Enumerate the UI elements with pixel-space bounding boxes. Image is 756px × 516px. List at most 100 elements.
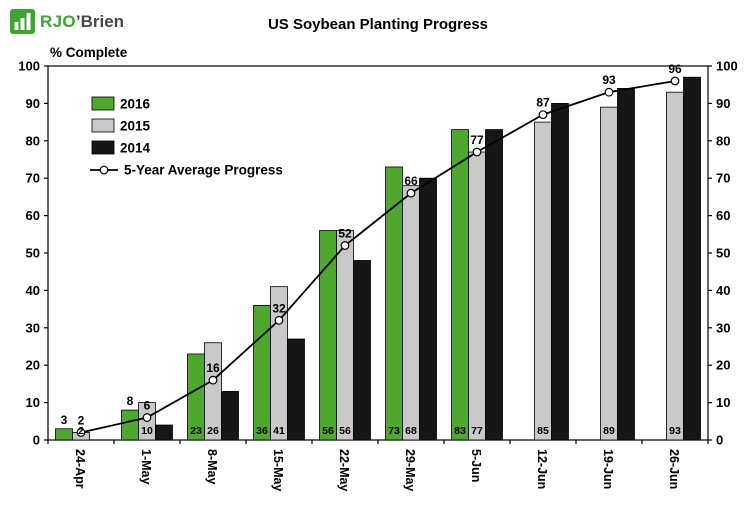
y-tick-label-right: 30 — [716, 320, 730, 335]
y-tick-label-right: 20 — [716, 358, 730, 373]
line-label-5-Jun: 77 — [470, 133, 484, 147]
x-category-label: 1-May — [139, 449, 153, 484]
line-marker-15-May — [274, 315, 284, 325]
bar-2016-1-May — [121, 409, 139, 441]
base-label-2016-5-Jun: 83 — [454, 425, 466, 437]
rjobrien-logo: RJO ’Brien — [10, 9, 124, 34]
y-tick-label-left: 70 — [26, 171, 40, 186]
five-year-average-line — [80, 80, 676, 434]
line-marker-12-Jun — [538, 110, 548, 120]
bar-2014-1-May — [155, 424, 173, 441]
y-tick-label-right: 50 — [716, 246, 730, 261]
legend-line-marker — [99, 165, 109, 175]
y-axis-title: % Complete — [50, 45, 128, 60]
y-tick-label-left: 30 — [26, 320, 40, 335]
y-tick-label-left: 50 — [26, 246, 40, 261]
y-tick-label-left: 10 — [26, 395, 40, 410]
bar-2016-15-May — [253, 304, 271, 441]
bar-2014-5-Jun — [485, 129, 503, 441]
y-tick-label-left: 100 — [18, 59, 40, 74]
x-category-label: 29-May — [403, 449, 417, 491]
y-tick-label-right: 60 — [716, 208, 730, 223]
y-tick-label-right: 80 — [716, 133, 730, 148]
y-tick-label-right: 10 — [716, 395, 730, 410]
y-tick-label-right: 0 — [716, 433, 723, 448]
y-tick-label-left: 40 — [26, 283, 40, 298]
bar-2016-22-May — [319, 230, 337, 441]
line-label-24-Apr: 2 — [78, 414, 85, 428]
x-category-label: 15-May — [271, 449, 285, 491]
rjobrien-logo-icon — [10, 9, 35, 34]
x-category-label: 22-May — [337, 449, 351, 491]
line-label-1-May: 6 — [144, 399, 151, 413]
bar-2015-19-Jun — [600, 106, 618, 441]
line-label-15-May: 32 — [272, 301, 286, 315]
legend-swatch-2015 — [91, 118, 115, 133]
bar-2014-15-May — [287, 338, 305, 441]
line-marker-1-May — [142, 413, 152, 422]
base-label-2015-22-May: 56 — [339, 425, 351, 437]
logo-text-rjo: RJO — [40, 12, 76, 31]
base-label-2016-8-May: 23 — [190, 425, 202, 437]
y-tick-label-right: 70 — [716, 171, 730, 186]
line-marker-22-May — [340, 241, 350, 250]
y-tick-label-left: 60 — [26, 208, 40, 223]
legend-label-average-line: 5-Year Average Progress — [124, 163, 283, 178]
y-tick-label-right: 100 — [716, 59, 738, 74]
label-2016-1-May: 8 — [127, 394, 134, 408]
y-tick-label-left: 0 — [33, 433, 40, 448]
legend-label-2015: 2015 — [120, 119, 151, 134]
bar-2014-29-May — [419, 177, 437, 441]
line-label-12-Jun: 87 — [536, 96, 550, 110]
x-category-label: 26-Jun — [667, 449, 681, 489]
bar-2014-22-May — [353, 260, 371, 441]
x-category-label: 19-Jun — [601, 449, 615, 489]
legend-swatch-2016 — [91, 96, 115, 111]
base-label-2015-19-Jun: 89 — [603, 425, 615, 437]
base-label-2015-15-May: 41 — [273, 425, 285, 437]
line-marker-5-Jun — [472, 147, 482, 157]
bar-2016-24-Apr — [55, 428, 73, 441]
bar-2015-29-May — [402, 185, 420, 441]
line-label-29-May: 66 — [404, 174, 418, 188]
x-category-label: 5-Jun — [469, 449, 483, 482]
y-tick-label-left: 90 — [26, 96, 40, 111]
y-tick-label-right: 40 — [716, 283, 730, 298]
bar-2015-5-Jun — [468, 151, 486, 441]
bar-2015-12-Jun — [534, 121, 552, 441]
line-label-22-May: 52 — [338, 227, 352, 241]
base-label-2015-8-May: 26 — [207, 425, 219, 437]
bar-2016-29-May — [385, 166, 403, 441]
bar-2015-22-May — [336, 230, 354, 441]
bar-2014-8-May — [221, 390, 239, 441]
base-label-2015-5-Jun: 77 — [471, 425, 483, 437]
logo-text-obrien: ’Brien — [75, 12, 125, 31]
line-marker-29-May — [406, 188, 416, 198]
line-label-19-Jun: 93 — [602, 73, 616, 87]
legend-label-2016: 2016 — [120, 97, 151, 112]
y-tick-label-right: 90 — [716, 96, 730, 111]
bar-2014-19-Jun — [617, 88, 635, 441]
x-category-label: 12-Jun — [535, 449, 549, 489]
base-label-2015-1-May: 10 — [141, 425, 153, 437]
line-marker-26-Jun — [670, 76, 680, 86]
legend-swatch-2014 — [91, 140, 115, 155]
y-tick-label-left: 20 — [26, 358, 40, 373]
base-label-2015-26-Jun: 93 — [669, 425, 681, 437]
base-label-2015-29-May: 68 — [405, 425, 417, 437]
line-marker-8-May — [208, 375, 218, 385]
base-label-2016-29-May: 73 — [388, 425, 400, 437]
line-label-8-May: 16 — [206, 361, 220, 375]
y-tick-label-left: 80 — [26, 133, 40, 148]
line-label-26-Jun: 96 — [668, 62, 682, 76]
bar-2014-26-Jun — [683, 76, 701, 441]
base-label-2016-22-May: 56 — [322, 425, 334, 437]
x-category-label: 24-Apr — [73, 449, 87, 489]
base-label-2015-12-Jun: 85 — [537, 425, 549, 437]
line-marker-24-Apr — [76, 428, 86, 437]
base-label-2015-24-Apr: 2 — [78, 425, 84, 437]
label-2016-24-Apr: 3 — [61, 413, 68, 427]
line-marker-19-Jun — [604, 87, 614, 97]
base-label-2016-15-May: 36 — [256, 425, 268, 437]
